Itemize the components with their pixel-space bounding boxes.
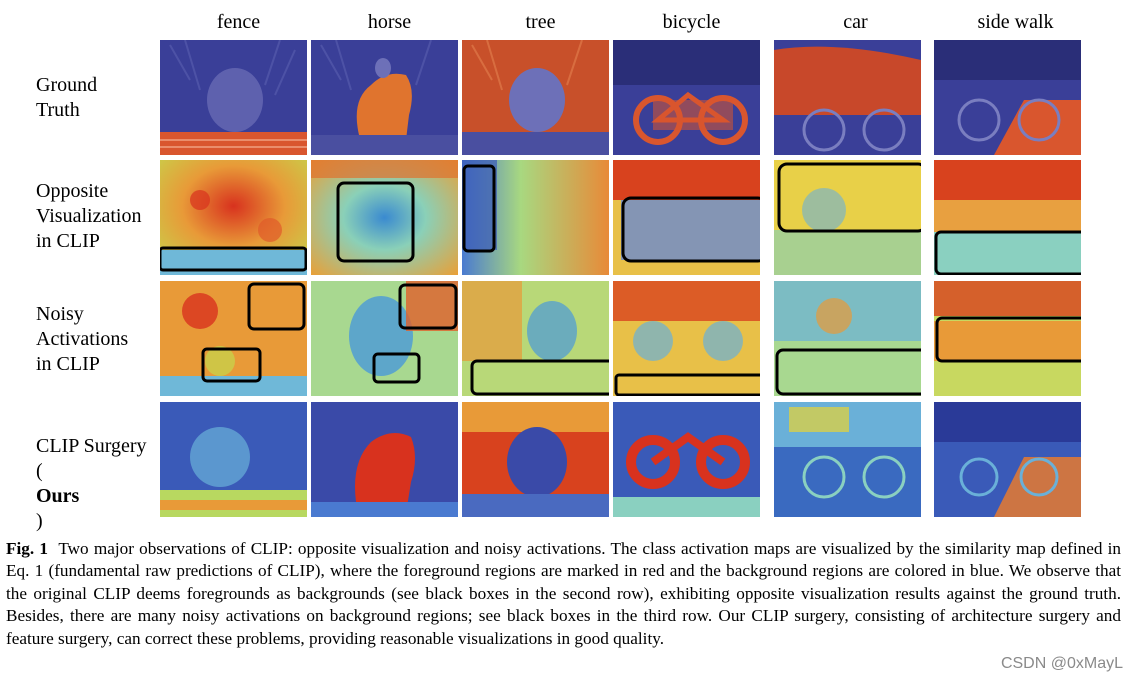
- row-label-line: Truth: [36, 99, 80, 121]
- row-label-line: Ground: [36, 74, 98, 96]
- surgery-fence-heatmap: [160, 402, 307, 517]
- column-label-horse: horse: [367, 11, 412, 33]
- watermark-text: CSDN @0xMayL: [1000, 655, 1123, 672]
- gt-side-walk-image: [934, 40, 1081, 155]
- column-label-tree: tree: [525, 11, 556, 33]
- gt-car-image: [774, 40, 921, 155]
- row-label-line: CLIP Surgery: [36, 435, 147, 457]
- noisy-bicycle-heatmap: [613, 281, 760, 396]
- caption-text: Two major observations of CLIP: opposite…: [6, 539, 1121, 648]
- gt-bicycle-image: [613, 40, 760, 155]
- opposite-tree-heatmap: [462, 160, 609, 275]
- row-label-line: ( Ours): [36, 459, 147, 534]
- figure-label: Fig. 1: [6, 539, 48, 558]
- noisy-car-heatmap: [774, 281, 921, 396]
- opposite-fence-heatmap: [160, 160, 307, 275]
- column-label-fence: fence: [216, 11, 261, 33]
- surgery-bicycle-heatmap: [613, 402, 760, 517]
- opposite-bicycle-heatmap: [613, 160, 760, 275]
- noisy-fence-heatmap: [160, 281, 307, 396]
- opposite-horse-heatmap: [311, 160, 458, 275]
- row-label-line: Visualization: [36, 205, 142, 227]
- row-label-line: Opposite: [36, 180, 109, 202]
- row-label-line: Noisy: [36, 303, 84, 325]
- row-label-surgery: CLIP Surgery ( Ours): [36, 434, 147, 534]
- surgery-horse-heatmap: [311, 402, 458, 517]
- row-label-noisy: Noisy Activations in CLIP: [36, 302, 128, 377]
- paren-open: (: [36, 460, 43, 482]
- row-label-line: in CLIP: [36, 230, 100, 252]
- noisy-horse-heatmap: [311, 281, 458, 396]
- gt-horse-image: [311, 40, 458, 155]
- surgery-side-walk-heatmap: [934, 402, 1081, 517]
- figure-caption: Fig. 1 Two major observations of CLIP: o…: [6, 538, 1121, 650]
- column-label-car: car: [843, 11, 868, 33]
- ours-label: Ours: [36, 485, 80, 507]
- row-label-opposite: Opposite Visualization in CLIP: [36, 179, 141, 254]
- surgery-tree-heatmap: [462, 402, 609, 517]
- paren-close: ): [36, 510, 43, 532]
- gt-fence-image: [160, 40, 307, 155]
- noisy-tree-heatmap: [462, 281, 609, 396]
- column-label-side-walk: side walk: [977, 11, 1054, 33]
- opposite-side-walk-heatmap: [934, 160, 1081, 275]
- noisy-side-walk-heatmap: [934, 281, 1081, 396]
- surgery-car-heatmap: [774, 402, 921, 517]
- column-label-bicycle: bicycle: [662, 11, 721, 33]
- gt-tree-image: [462, 40, 609, 155]
- row-label-line: in CLIP: [36, 353, 100, 375]
- opposite-car-heatmap: [774, 160, 921, 275]
- row-label-line: Activations: [36, 328, 129, 350]
- row-label-ground-truth: Ground Truth: [36, 73, 97, 123]
